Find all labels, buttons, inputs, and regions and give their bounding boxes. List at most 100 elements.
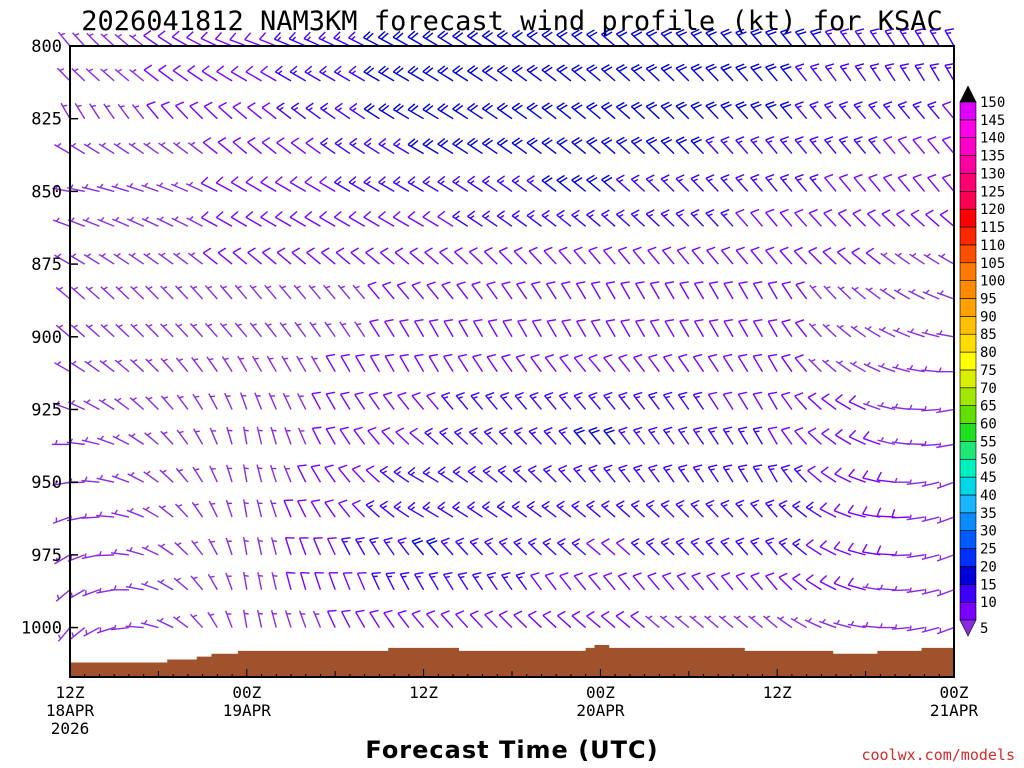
wind-barb-half-feather bbox=[146, 470, 151, 475]
wind-barb-feather bbox=[705, 537, 715, 543]
wind-barb-feather bbox=[392, 210, 401, 218]
wind-barb-half-feather bbox=[368, 504, 374, 508]
wind-barb bbox=[96, 474, 115, 483]
wind-barb-shaft bbox=[112, 435, 130, 445]
wind-barb-feather bbox=[458, 318, 468, 322]
wind-barb-feather bbox=[678, 138, 688, 144]
wind-barb-half-feather bbox=[129, 546, 133, 552]
wind-barb bbox=[311, 426, 322, 445]
y-tick-label: 825 bbox=[31, 110, 62, 130]
wind-barb-shaft bbox=[217, 252, 233, 265]
wind-barb bbox=[781, 281, 793, 300]
wind-barb-feather bbox=[735, 499, 745, 505]
wind-barb bbox=[941, 136, 955, 155]
wind-barb bbox=[556, 174, 572, 192]
wind-barb bbox=[333, 176, 351, 192]
wind-barb-feather bbox=[648, 353, 658, 358]
wind-barb-shaft bbox=[839, 30, 852, 47]
wind-barb-shaft bbox=[679, 283, 690, 300]
wind-barb bbox=[242, 464, 249, 483]
wind-barb-half-feather bbox=[209, 575, 215, 578]
wind-barb-shaft bbox=[833, 547, 852, 556]
wind-barb-shaft bbox=[71, 67, 86, 82]
wind-barb-shaft bbox=[457, 356, 469, 373]
wind-barb-feather bbox=[542, 537, 552, 544]
wind-barb bbox=[54, 361, 71, 373]
wind-barb bbox=[526, 64, 542, 82]
wind-barb-shaft bbox=[896, 213, 911, 227]
wind-barb-feather bbox=[529, 139, 538, 146]
wind-barb-feather bbox=[645, 101, 655, 107]
wind-barb-feather bbox=[201, 65, 210, 72]
wind-barb-half-feather bbox=[797, 140, 802, 144]
wind-barb-feather bbox=[660, 209, 670, 215]
wind-barb bbox=[117, 103, 130, 120]
wind-barb bbox=[927, 136, 940, 155]
wind-barb bbox=[230, 65, 248, 82]
wind-barb-half-feather bbox=[193, 358, 199, 361]
wind-barb-shaft bbox=[511, 107, 528, 120]
wind-barb-half-feather bbox=[633, 178, 639, 183]
wind-barb-half-feather bbox=[105, 104, 111, 108]
wind-barb-shaft bbox=[707, 394, 719, 410]
wind-barb-shaft bbox=[297, 427, 307, 445]
wind-barb-half-feather bbox=[88, 324, 93, 328]
wind-barb bbox=[571, 29, 587, 47]
wind-barb bbox=[839, 28, 852, 47]
wind-barb-shaft bbox=[660, 32, 675, 47]
wind-barb-shaft bbox=[172, 69, 189, 82]
wind-barb-half-feather bbox=[341, 323, 347, 326]
wind-barb-feather bbox=[735, 173, 745, 179]
wind-barb bbox=[936, 367, 954, 373]
wind-barb-feather bbox=[630, 610, 639, 617]
wind-barb bbox=[407, 138, 424, 155]
wind-barb-half-feather bbox=[457, 541, 463, 545]
wind-barb bbox=[514, 391, 528, 410]
wind-barb bbox=[143, 64, 159, 82]
wind-barb-feather bbox=[633, 31, 643, 37]
wind-barb-shaft bbox=[141, 582, 159, 591]
wind-barb-shaft bbox=[141, 546, 159, 556]
wind-barb-feather bbox=[514, 391, 524, 397]
wind-barb-feather bbox=[437, 175, 446, 183]
wind-barb-shaft bbox=[906, 367, 925, 373]
wind-barb-shaft bbox=[573, 430, 587, 445]
wind-barb-half-feather bbox=[678, 178, 683, 182]
wind-barb-half-feather bbox=[576, 396, 581, 400]
wind-barb-feather bbox=[819, 540, 828, 548]
wind-barb-shaft bbox=[310, 355, 322, 373]
wind-barb-half-feather bbox=[115, 216, 120, 222]
wind-barb-shaft bbox=[750, 212, 763, 227]
wind-barb-shaft bbox=[792, 578, 808, 591]
wind-barb-feather bbox=[675, 174, 685, 180]
wind-barb-feather bbox=[437, 466, 446, 473]
wind-barb bbox=[113, 252, 130, 265]
wind-barb-shaft bbox=[160, 395, 174, 410]
wind-barb-shaft bbox=[691, 249, 705, 265]
wind-barb bbox=[559, 354, 572, 373]
wind-barb-feather bbox=[513, 427, 523, 433]
wind-barb-feather bbox=[526, 210, 535, 217]
wind-barb-feather bbox=[467, 175, 476, 183]
wind-barb-shaft bbox=[284, 427, 292, 445]
wind-barb-shaft bbox=[545, 283, 557, 300]
wind-barb-feather bbox=[541, 64, 550, 71]
wind-barb-shaft bbox=[586, 106, 601, 120]
colorbar-tick-label: 95 bbox=[980, 291, 997, 307]
wind-barb-feather bbox=[556, 209, 565, 216]
wind-barb bbox=[765, 572, 778, 591]
wind-barb bbox=[866, 209, 881, 227]
wind-barb-shaft bbox=[325, 428, 336, 445]
wind-barb-half-feather bbox=[880, 362, 885, 368]
wind-barb-shaft bbox=[88, 103, 101, 120]
wind-barb-feather bbox=[631, 136, 640, 143]
wind-barb-half-feather bbox=[131, 142, 136, 147]
wind-barb bbox=[363, 102, 380, 120]
wind-barb bbox=[927, 101, 940, 120]
wind-barb-half-feather bbox=[395, 142, 401, 147]
wind-barb-half-feather bbox=[131, 252, 136, 257]
wind-barb-shaft bbox=[452, 471, 469, 483]
wind-barb-half-feather bbox=[605, 468, 611, 472]
wind-barb-feather bbox=[363, 210, 372, 218]
credit-link[interactable]: coolwx.com/models bbox=[861, 746, 1015, 764]
